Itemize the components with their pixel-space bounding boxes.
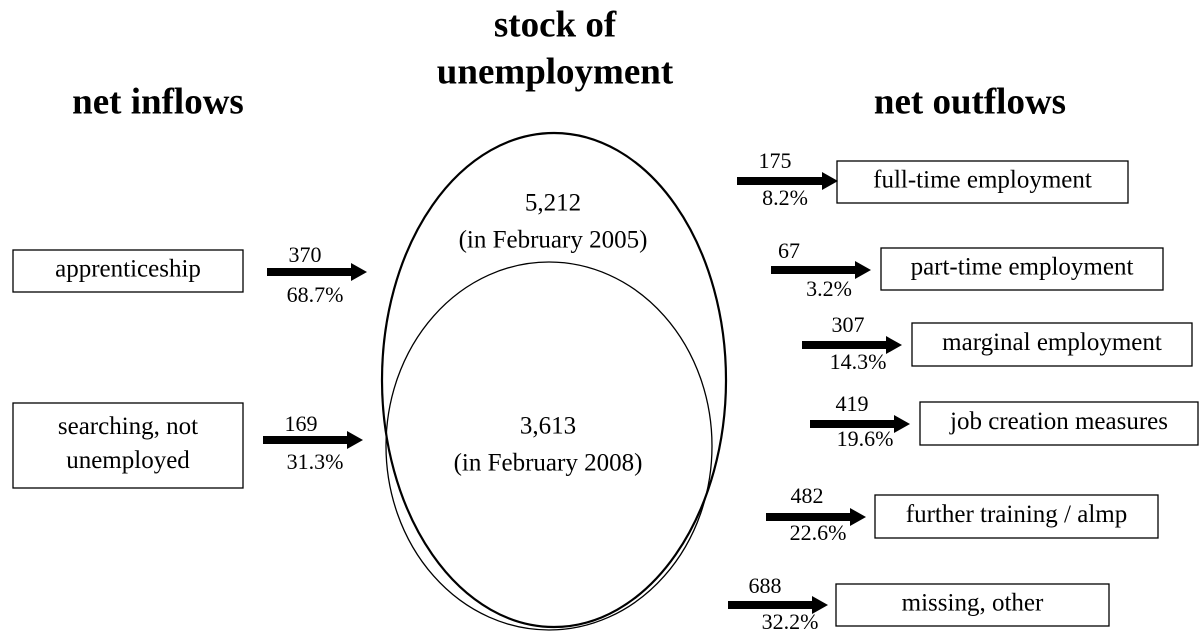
stock-value: 3,613 xyxy=(520,413,576,440)
outflow-label: further training / almp xyxy=(906,501,1127,528)
outflow-box xyxy=(880,247,1164,291)
inflow-box xyxy=(12,249,244,293)
stock-value: 5,212 xyxy=(525,190,581,217)
inflow-box xyxy=(12,402,244,489)
outflow-share: 14.3% xyxy=(830,349,887,374)
title: unemployment xyxy=(437,51,674,92)
outflow-label: full-time employment xyxy=(873,167,1092,194)
stock-period: (in February 2008) xyxy=(454,450,643,477)
stock-period: (in February 2005) xyxy=(459,227,648,254)
inflows-heading: net inflows xyxy=(72,81,244,122)
outflow-label: marginal employment xyxy=(942,329,1162,356)
outflow-share: 32.2% xyxy=(762,609,819,633)
outflow-box xyxy=(835,583,1110,627)
outflow-share: 3.2% xyxy=(806,276,852,301)
inner-stock xyxy=(385,261,713,631)
inflow-label: unemployed xyxy=(66,447,190,474)
outflow-count: 67 xyxy=(778,238,800,263)
arrow xyxy=(263,431,363,449)
outflow-count: 175 xyxy=(759,148,792,173)
outflow-box xyxy=(911,322,1193,367)
outflow-box xyxy=(874,494,1159,539)
inflow-count: 370 xyxy=(289,242,322,267)
outflow-box xyxy=(836,160,1129,204)
outer-stock xyxy=(380,131,728,629)
arrow xyxy=(766,508,866,526)
outflow-share: 19.6% xyxy=(837,426,894,451)
outflow-count: 482 xyxy=(791,483,824,508)
arrow xyxy=(737,172,838,190)
inflow-count: 169 xyxy=(285,411,318,436)
outflow-label: job creation measures xyxy=(949,408,1168,435)
outflow-share: 22.6% xyxy=(790,520,847,545)
arrow xyxy=(810,415,910,433)
outflow-count: 688 xyxy=(749,573,782,598)
outflow-count: 307 xyxy=(832,312,865,337)
outflow-share: 8.2% xyxy=(762,185,808,210)
arrow xyxy=(267,263,367,281)
outflow-count: 419 xyxy=(836,391,869,416)
outflow-box xyxy=(919,401,1199,446)
arrow xyxy=(802,336,902,354)
inflow-label: apprenticeship xyxy=(55,256,201,283)
arrow xyxy=(771,261,871,279)
outflow-label: part-time employment xyxy=(911,254,1134,281)
inflow-share: 31.3% xyxy=(287,449,344,474)
inflow-share: 68.7% xyxy=(287,282,344,307)
outflow-label: missing, other xyxy=(902,590,1044,617)
inflow-label: searching, not xyxy=(58,413,198,440)
arrow xyxy=(728,596,828,614)
outflows-heading: net outflows xyxy=(874,81,1066,122)
title: stock of xyxy=(494,4,617,45)
